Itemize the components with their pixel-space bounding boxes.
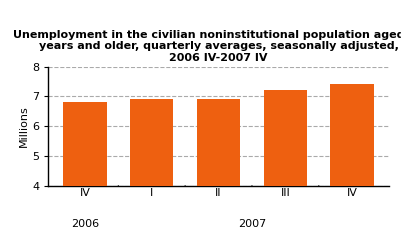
Y-axis label: Millions: Millions [19, 105, 29, 147]
Bar [197, 99, 240, 186]
Bar [63, 102, 107, 186]
Title: Unemployment in the civilian noninstitutional population aged 16
years and older: Unemployment in the civilian noninstitut… [13, 30, 401, 63]
Bar [130, 99, 173, 186]
Bar [263, 90, 307, 186]
Text: 2006: 2006 [71, 219, 99, 229]
Text: 2007: 2007 [238, 219, 266, 229]
Bar [330, 84, 374, 186]
